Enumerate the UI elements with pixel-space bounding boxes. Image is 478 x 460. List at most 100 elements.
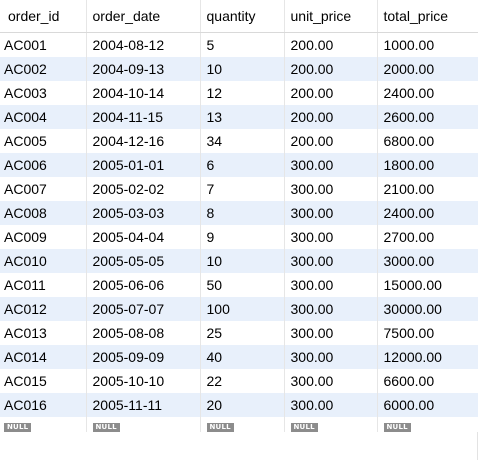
cell-unit-price[interactable]: 300.00 [284, 176, 378, 201]
cell-order-date[interactable]: 2005-10-10 [86, 368, 201, 393]
cell-order-date[interactable]: 2005-11-11 [86, 392, 201, 417]
cell-order-date[interactable]: 2004-09-13 [86, 56, 201, 81]
cell-unit-price[interactable]: 200.00 [284, 128, 378, 153]
cell-quantity[interactable]: 7 [200, 176, 285, 201]
table-row[interactable]: AC004 2004-11-15 13 200.00 2600.00 [0, 104, 478, 129]
cell-order-date[interactable]: 2005-02-02 [86, 176, 201, 201]
cell-order-id[interactable]: AC004 [0, 104, 87, 129]
cell-quantity[interactable]: 40 [200, 344, 285, 369]
table-row[interactable]: AC010 2005-05-05 10 300.00 3000.00 [0, 248, 478, 273]
cell-total-price[interactable]: 6800.00 [377, 128, 478, 153]
cell-order-date[interactable]: 2005-07-07 [86, 296, 201, 321]
null-cell-quantity[interactable]: NULL [200, 416, 285, 432]
column-header-unit-price[interactable]: unit_price [284, 0, 378, 33]
cell-unit-price[interactable]: 200.00 [284, 56, 378, 81]
column-header-order-date[interactable]: order_date [86, 0, 201, 33]
cell-order-id[interactable]: AC015 [0, 368, 87, 393]
cell-unit-price[interactable]: 300.00 [284, 248, 378, 273]
cell-order-id[interactable]: AC013 [0, 320, 87, 345]
cell-quantity[interactable]: 5 [200, 32, 285, 57]
cell-order-id[interactable]: AC011 [0, 272, 87, 297]
cell-total-price[interactable]: 6000.00 [377, 392, 478, 417]
cell-quantity[interactable]: 9 [200, 224, 285, 249]
cell-unit-price[interactable]: 300.00 [284, 200, 378, 225]
cell-order-date[interactable]: 2005-01-01 [86, 152, 201, 177]
cell-total-price[interactable]: 2700.00 [377, 224, 478, 249]
table-row[interactable]: AC003 2004-10-14 12 200.00 2400.00 [0, 80, 478, 105]
cell-quantity[interactable]: 50 [200, 272, 285, 297]
null-cell-unit-price[interactable]: NULL [284, 416, 378, 432]
cell-quantity[interactable]: 25 [200, 320, 285, 345]
cell-quantity[interactable]: 20 [200, 392, 285, 417]
cell-total-price[interactable]: 2400.00 [377, 80, 478, 105]
table-row[interactable]: AC014 2005-09-09 40 300.00 12000.00 [0, 344, 478, 369]
cell-quantity[interactable]: 10 [200, 248, 285, 273]
cell-order-id[interactable]: AC007 [0, 176, 87, 201]
cell-total-price[interactable]: 7500.00 [377, 320, 478, 345]
cell-total-price[interactable]: 1000.00 [377, 32, 478, 57]
column-header-order-id[interactable]: order_id [0, 0, 87, 33]
cell-quantity[interactable]: 6 [200, 152, 285, 177]
column-header-total-price[interactable]: total_price [377, 0, 478, 33]
cell-total-price[interactable]: 2400.00 [377, 200, 478, 225]
cell-quantity[interactable]: 100 [200, 296, 285, 321]
null-cell-order-date[interactable]: NULL [86, 416, 201, 432]
cell-order-date[interactable]: 2005-06-06 [86, 272, 201, 297]
cell-total-price[interactable]: 15000.00 [377, 272, 478, 297]
cell-order-id[interactable]: AC009 [0, 224, 87, 249]
cell-order-id[interactable]: AC002 [0, 56, 87, 81]
cell-order-id[interactable]: AC008 [0, 200, 87, 225]
cell-order-date[interactable]: 2004-10-14 [86, 80, 201, 105]
cell-total-price[interactable]: 30000.00 [377, 296, 478, 321]
cell-total-price[interactable]: 2100.00 [377, 176, 478, 201]
cell-total-price[interactable]: 2600.00 [377, 104, 478, 129]
cell-order-id[interactable]: AC016 [0, 392, 87, 417]
cell-quantity[interactable]: 8 [200, 200, 285, 225]
cell-unit-price[interactable]: 300.00 [284, 224, 378, 249]
cell-unit-price[interactable]: 300.00 [284, 368, 378, 393]
table-row[interactable]: AC002 2004-09-13 10 200.00 2000.00 [0, 56, 478, 81]
cell-quantity[interactable]: 13 [200, 104, 285, 129]
table-row[interactable]: AC012 2005-07-07 100 300.00 30000.00 [0, 296, 478, 321]
cell-unit-price[interactable]: 200.00 [284, 104, 378, 129]
cell-order-date[interactable]: 2005-05-05 [86, 248, 201, 273]
null-cell-order-id[interactable]: NULL [0, 416, 87, 432]
table-row[interactable]: AC007 2005-02-02 7 300.00 2100.00 [0, 176, 478, 201]
cell-total-price[interactable]: 1800.00 [377, 152, 478, 177]
cell-quantity[interactable]: 22 [200, 368, 285, 393]
cell-order-id[interactable]: AC001 [0, 32, 87, 57]
cell-order-date[interactable]: 2004-12-16 [86, 128, 201, 153]
cell-unit-price[interactable]: 200.00 [284, 80, 378, 105]
table-row[interactable]: AC015 2005-10-10 22 300.00 6600.00 [0, 368, 478, 393]
table-row[interactable]: AC001 2004-08-12 5 200.00 1000.00 [0, 32, 478, 57]
cell-order-date[interactable]: 2005-03-03 [86, 200, 201, 225]
cell-unit-price[interactable]: 300.00 [284, 272, 378, 297]
cell-order-date[interactable]: 2004-08-12 [86, 32, 201, 57]
new-row-placeholder[interactable]: NULL NULL NULL NULL NULL [0, 416, 478, 432]
cell-order-date[interactable]: 2004-11-15 [86, 104, 201, 129]
cell-quantity[interactable]: 34 [200, 128, 285, 153]
cell-total-price[interactable]: 12000.00 [377, 344, 478, 369]
table-row[interactable]: AC009 2005-04-04 9 300.00 2700.00 [0, 224, 478, 249]
table-row[interactable]: AC011 2005-06-06 50 300.00 15000.00 [0, 272, 478, 297]
cell-unit-price[interactable]: 300.00 [284, 392, 378, 417]
table-row[interactable]: AC006 2005-01-01 6 300.00 1800.00 [0, 152, 478, 177]
cell-total-price[interactable]: 3000.00 [377, 248, 478, 273]
cell-unit-price[interactable]: 300.00 [284, 296, 378, 321]
column-header-quantity[interactable]: quantity [200, 0, 285, 33]
cell-unit-price[interactable]: 300.00 [284, 320, 378, 345]
cell-order-date[interactable]: 2005-08-08 [86, 320, 201, 345]
table-row[interactable]: AC008 2005-03-03 8 300.00 2400.00 [0, 200, 478, 225]
table-row[interactable]: AC016 2005-11-11 20 300.00 6000.00 [0, 392, 478, 417]
cell-unit-price[interactable]: 300.00 [284, 344, 378, 369]
table-row[interactable]: AC005 2004-12-16 34 200.00 6800.00 [0, 128, 478, 153]
cell-order-id[interactable]: AC010 [0, 248, 87, 273]
cell-quantity[interactable]: 12 [200, 80, 285, 105]
cell-order-id[interactable]: AC006 [0, 152, 87, 177]
cell-order-id[interactable]: AC012 [0, 296, 87, 321]
cell-quantity[interactable]: 10 [200, 56, 285, 81]
cell-order-id[interactable]: AC014 [0, 344, 87, 369]
cell-order-id[interactable]: AC005 [0, 128, 87, 153]
cell-unit-price[interactable]: 200.00 [284, 32, 378, 57]
